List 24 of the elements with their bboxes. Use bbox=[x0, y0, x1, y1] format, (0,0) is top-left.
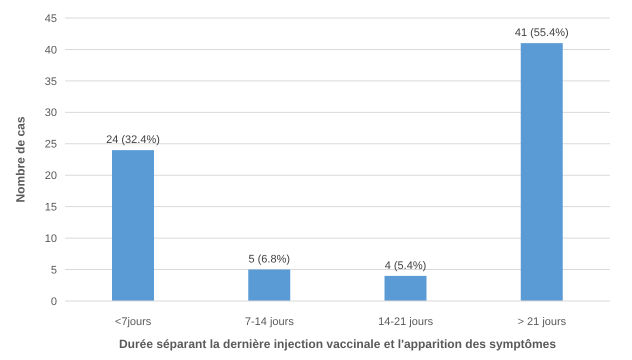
x-axis-title: Durée séparant la dernière injection vaccinale et l'apparition des symptômes bbox=[118, 337, 556, 351]
y-tick-label: 5 bbox=[50, 264, 57, 276]
y-tick-label: 30 bbox=[44, 107, 57, 120]
y-tick-label: 0 bbox=[50, 296, 57, 308]
data-label: 4 (5.4%) bbox=[384, 260, 426, 272]
data-label: 24 (32.4%) bbox=[106, 134, 160, 146]
data-label: 41 (55.4%) bbox=[514, 27, 569, 40]
x-tick-label: <7jours bbox=[114, 316, 152, 328]
bar bbox=[520, 43, 563, 301]
bar bbox=[248, 270, 290, 301]
bar bbox=[112, 150, 154, 301]
y-tick-label: 40 bbox=[44, 44, 57, 56]
x-tick-label: > 21 jours bbox=[518, 316, 567, 328]
x-tick-label: 7-14 jours bbox=[244, 316, 294, 328]
bar bbox=[384, 276, 426, 301]
x-tick-label: 14-21 jours bbox=[378, 316, 434, 328]
y-tick-label: 10 bbox=[44, 233, 57, 246]
data-label: 5 (6.8%) bbox=[248, 254, 290, 266]
y-tick-label: 35 bbox=[44, 76, 57, 88]
y-tick-label: 20 bbox=[44, 170, 57, 182]
y-tick-label: 25 bbox=[44, 138, 57, 151]
y-tick-label: 15 bbox=[44, 202, 57, 214]
y-tick-label: 45 bbox=[44, 12, 57, 25]
y-axis-title: Nombre de cas bbox=[13, 116, 28, 203]
